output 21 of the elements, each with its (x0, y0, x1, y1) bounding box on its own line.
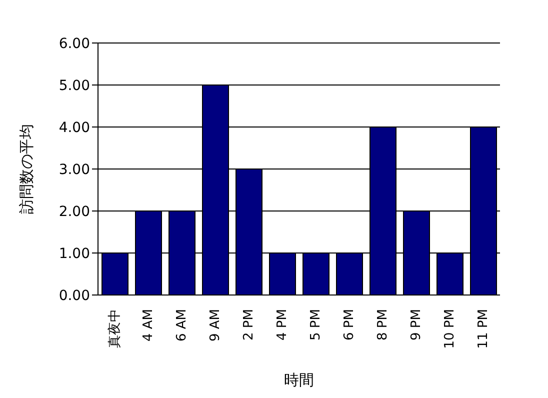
y-tick-label: 4.00 (58, 120, 90, 136)
x-tick-label: 8 PM (375, 309, 390, 340)
x-tick-label: 6 PM (342, 309, 357, 340)
y-tick-label: 2.00 (58, 204, 90, 220)
y-tick-label: 1.00 (58, 246, 90, 262)
y-tick-label: 0.00 (58, 288, 90, 304)
x-tick-label: 9 AM (208, 309, 223, 342)
x-tick-label: 真夜中 (106, 309, 122, 348)
y-tick-label: 6.00 (58, 36, 90, 52)
x-tick-label: 9 PM (408, 309, 424, 340)
x-tick-label: 10 PM (442, 309, 458, 349)
x-tick-label: 6 AM (174, 309, 190, 342)
y-axis-title: 訪問数の平均 (17, 124, 36, 214)
x-axis-title: 時間 (284, 371, 314, 389)
x-tick-label: 5 PM (308, 309, 324, 340)
y-tick-label: 5.00 (58, 78, 90, 94)
x-tick-label: 11 PM (476, 309, 491, 349)
x-tick-label: 2 PM (241, 309, 256, 340)
x-tick-label: 4 PM (274, 309, 290, 340)
x-tick-label: 4 AM (140, 309, 156, 342)
y-tick-label: 3.00 (58, 162, 90, 178)
